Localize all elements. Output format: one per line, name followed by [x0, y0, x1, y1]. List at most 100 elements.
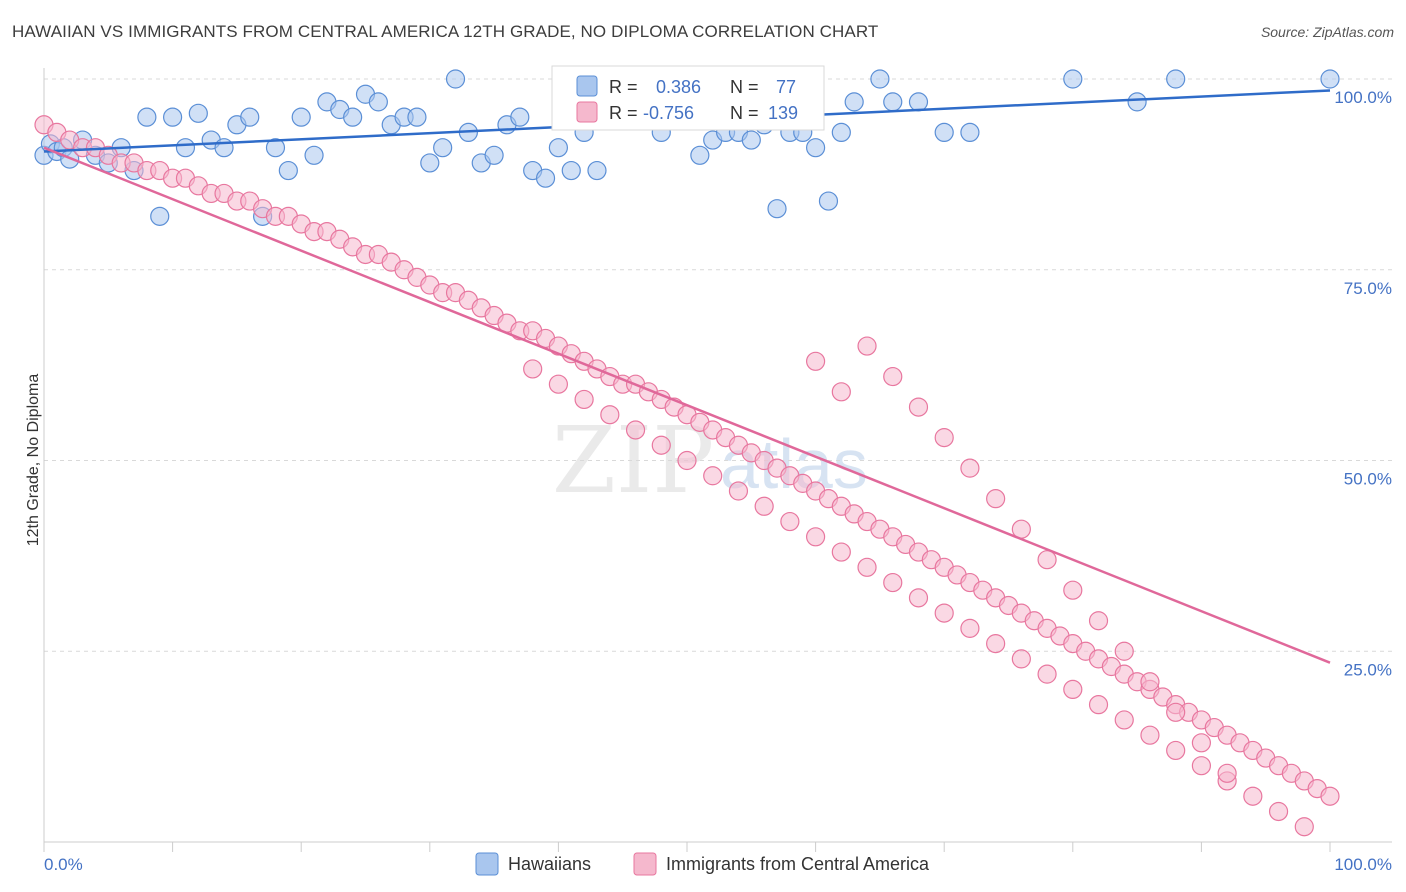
point-central-america	[805, 527, 826, 547]
point-hawaiians	[510, 107, 530, 127]
point-hawaiians	[548, 138, 569, 158]
point-central-america	[600, 405, 620, 425]
point-hawaiians	[870, 69, 890, 89]
point-central-america	[1166, 702, 1186, 722]
point-hawaiians	[1166, 69, 1186, 89]
point-central-america	[1191, 733, 1212, 753]
legend-swatch-blue	[576, 75, 598, 97]
legend-r-value-blue: 0.386	[656, 77, 701, 97]
point-central-america	[831, 382, 851, 402]
point-central-america	[857, 557, 877, 577]
point-hawaiians	[561, 160, 581, 181]
stats-legend: R = 0.386 N = 77 R = -0.756 N = 139	[551, 65, 825, 131]
bottom-legend-label-blue: Hawaiians	[508, 854, 591, 874]
point-central-america	[1063, 679, 1083, 700]
axes	[43, 68, 1392, 852]
y-axis-label: 12th Grade, No Diploma	[25, 374, 42, 547]
bottom-legend-label-pink: Immigrants from Central America	[666, 854, 930, 874]
legend-r-value-pink: -0.756	[643, 103, 694, 123]
point-hawaiians	[163, 107, 183, 127]
point-hawaiians	[1063, 69, 1083, 89]
legend-n-value-blue: 77	[776, 77, 796, 97]
point-central-america	[1114, 710, 1134, 730]
point-hawaiians	[304, 145, 324, 165]
point-hawaiians	[831, 122, 851, 143]
point-hawaiians	[188, 103, 208, 123]
point-central-america	[651, 435, 671, 455]
y-tick-label: 75.0%	[1344, 279, 1392, 298]
bottom-legend-swatch-pink	[633, 852, 657, 876]
series-legend: Hawaiians Immigrants from Central Americ…	[475, 852, 930, 876]
point-central-america	[1243, 786, 1263, 806]
legend-n-label-blue: N =	[730, 77, 759, 97]
point-central-america	[831, 542, 851, 562]
point-central-america	[703, 466, 723, 486]
point-central-america	[1114, 641, 1134, 661]
point-hawaiians	[484, 145, 504, 165]
point-hawaiians	[240, 107, 260, 127]
point-hawaiians	[368, 92, 388, 112]
point-central-america	[754, 496, 774, 516]
series-hawaiians	[34, 69, 1340, 226]
point-hawaiians	[137, 107, 157, 127]
point-hawaiians	[433, 138, 453, 158]
point-hawaiians	[883, 92, 903, 112]
point-central-america	[1088, 611, 1109, 631]
point-central-america	[1294, 817, 1314, 837]
point-hawaiians	[690, 145, 710, 165]
point-hawaiians	[175, 138, 196, 158]
point-hawaiians	[150, 206, 170, 226]
y-tick-label: 100.0%	[1334, 88, 1392, 107]
legend-n-value-pink: 139	[768, 103, 798, 123]
point-hawaiians	[767, 199, 787, 219]
point-hawaiians	[908, 92, 929, 112]
point-central-america	[986, 489, 1006, 509]
point-hawaiians	[934, 122, 954, 143]
point-hawaiians	[818, 191, 839, 211]
trend-line-central-america	[43, 146, 1331, 664]
point-hawaiians	[805, 138, 826, 158]
point-central-america	[677, 450, 697, 471]
point-central-america	[728, 481, 749, 501]
point-central-america	[1088, 695, 1109, 715]
point-central-america	[960, 458, 980, 478]
x-tick-label-max: 100.0%	[1334, 855, 1392, 874]
point-hawaiians	[407, 107, 427, 127]
source-label: Source: ZipAtlas.com	[1260, 24, 1394, 40]
legend-r-label-blue: R =	[609, 77, 638, 97]
point-hawaiians	[343, 107, 363, 127]
gridlines: 100.0% 75.0% 50.0% 25.0%	[44, 78, 1392, 679]
point-central-america	[523, 359, 543, 379]
legend-n-label-pink: N =	[730, 103, 759, 123]
point-central-america	[908, 397, 929, 417]
point-central-america	[1037, 550, 1057, 570]
point-central-america	[1037, 664, 1057, 684]
point-central-america	[805, 351, 826, 371]
point-hawaiians	[420, 153, 440, 173]
point-central-america	[1217, 763, 1237, 783]
y-tick-label: 50.0%	[1344, 470, 1392, 489]
point-hawaiians	[278, 160, 298, 181]
point-hawaiians	[960, 122, 980, 143]
legend-swatch-pink	[576, 101, 598, 123]
trend-lines	[43, 89, 1331, 664]
point-central-america	[908, 588, 929, 608]
point-central-america	[1320, 786, 1340, 806]
point-hawaiians	[741, 130, 761, 150]
point-central-america	[883, 572, 903, 593]
bottom-legend-swatch-blue	[475, 852, 499, 876]
point-central-america	[1191, 756, 1212, 776]
point-central-america	[548, 374, 569, 394]
y-tick-label: 25.0%	[1344, 660, 1392, 679]
point-hawaiians	[1320, 69, 1340, 89]
point-central-america	[1268, 801, 1289, 822]
point-central-america	[883, 366, 903, 387]
point-hawaiians	[535, 168, 556, 188]
point-central-america	[1011, 649, 1031, 669]
point-central-america	[986, 634, 1006, 654]
point-hawaiians	[844, 92, 864, 112]
point-central-america	[960, 618, 980, 638]
x-tick-label-min: 0.0%	[44, 855, 83, 874]
point-central-america	[574, 389, 594, 410]
